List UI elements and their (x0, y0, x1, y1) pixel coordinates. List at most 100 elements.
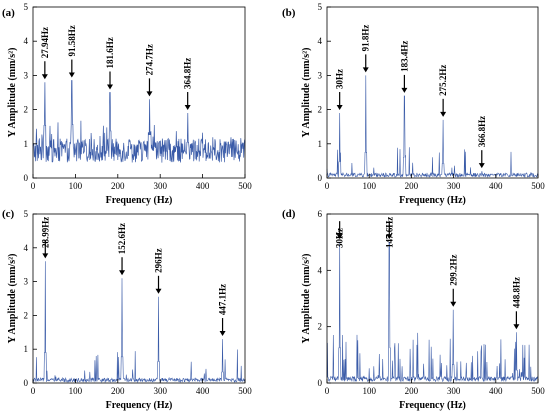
x-tick-label: 500 (531, 386, 545, 396)
y-axis-title: Y Amplitude (mm/s²) (301, 48, 312, 138)
x-tick-label: 100 (69, 181, 83, 191)
panel-label: (a) (2, 7, 15, 19)
annotation-label: 181.6Hz (105, 37, 115, 68)
x-tick-label: 0 (31, 181, 36, 191)
annotation-label: 274.7Hz (144, 44, 154, 75)
x-axis-title: Frequency (Hz) (399, 400, 466, 411)
x-tick-label: 200 (111, 386, 125, 396)
y-tick-label: 1 (318, 139, 323, 149)
annotation-label: 91.8Hz (361, 25, 371, 52)
x-tick-label: 0 (325, 386, 330, 396)
annotation-arrow-head (184, 105, 191, 111)
chart-panel-4: 0 100 200 300 400 500 0 2 4 6 Frequency (Hz) Y Ampl… (282, 208, 545, 411)
x-axis-title: Frequency (Hz) (399, 195, 466, 206)
annotation-label: 28.99Hz (40, 217, 50, 248)
x-tick-label: 0 (31, 386, 36, 396)
x-tick-label: 0 (325, 181, 330, 191)
annotation-label: 299.2Hz (448, 255, 458, 286)
plot-frame (326, 213, 539, 384)
annotation-label: 366.8Hz (477, 116, 487, 147)
annotation-arrow-head (146, 91, 153, 97)
x-tick-label: 500 (531, 181, 545, 191)
panel-label: (b) (282, 7, 296, 19)
annotation-label: 152.6Hz (117, 223, 127, 254)
x-tick-label: 300 (447, 181, 461, 191)
annotation-label: 364.8Hz (183, 58, 193, 89)
annotation-label: 447.1Hz (218, 284, 228, 315)
annotation-arrow-head (42, 253, 49, 259)
x-tick-label: 500 (238, 386, 252, 396)
y-axis-title: Y Amplitude (mm/s²) (301, 254, 312, 344)
annotation-label: 27.94Hz (40, 27, 50, 58)
y-axis-title: Y Amplitude (mm/s²) (7, 48, 18, 138)
x-tick-label: 400 (489, 386, 503, 396)
y-tick-label: 4 (318, 36, 323, 46)
y-tick-label: 1 (24, 139, 29, 149)
annotation-arrow-head (513, 324, 520, 330)
y-tick-label: 5 (24, 2, 29, 12)
annotation-arrow-head (336, 105, 343, 111)
y-axis-title: Y Amplitude (mm/s²) (7, 254, 18, 344)
x-tick-label: 200 (111, 181, 125, 191)
x-axis-title: Frequency (Hz) (106, 195, 173, 206)
y-tick-label: 4 (318, 265, 323, 275)
series-line (326, 241, 539, 383)
panel-label: (d) (282, 208, 296, 220)
y-tick-label: 5 (24, 209, 29, 219)
y-tick-label: 0 (318, 378, 323, 388)
annotation-arrow-head (41, 74, 48, 80)
annotation-arrow-head (155, 288, 162, 294)
x-tick-label: 200 (405, 386, 419, 396)
annotation-label: 30Hz (335, 228, 345, 248)
annotation-label: 30Hz (335, 69, 345, 89)
y-tick-label: 0 (24, 173, 29, 183)
y-tick-label: 6 (318, 209, 323, 219)
annotation-arrow-head (68, 72, 75, 78)
y-tick-label: 0 (24, 378, 29, 388)
y-tick-label: 2 (318, 322, 323, 332)
annotation-arrow-head (106, 84, 113, 90)
annotation-label: 296Hz (154, 248, 164, 273)
y-tick-label: 1 (24, 344, 29, 354)
chart-panel-1: 0 100 200 300 400 500 0 1 2 3 4 5 Frequency (Hz) Y Am… (2, 2, 252, 206)
x-tick-label: 100 (69, 386, 83, 396)
y-tick-label: 2 (318, 105, 323, 115)
annotation-label: 147.6Hz (384, 217, 394, 248)
x-tick-label: 400 (196, 181, 210, 191)
plot-frame (32, 6, 246, 179)
annotation-arrow-head (362, 67, 369, 73)
annotation-label: 91.58Hz (67, 25, 77, 56)
plot-frame (32, 213, 246, 384)
annotation-arrow-head (119, 270, 126, 276)
y-tick-label: 3 (24, 277, 29, 287)
annotation-label: 448.8Hz (511, 277, 521, 308)
annotation-arrow-head (440, 111, 447, 117)
plot-frame (326, 6, 539, 179)
x-axis-title: Frequency (Hz) (106, 400, 173, 411)
series-line (32, 80, 246, 163)
x-tick-label: 200 (405, 181, 419, 191)
y-tick-label: 0 (318, 173, 323, 183)
y-tick-label: 4 (24, 36, 29, 46)
y-tick-label: 5 (318, 2, 323, 12)
x-tick-label: 300 (447, 386, 461, 396)
x-tick-label: 400 (196, 386, 210, 396)
x-tick-label: 400 (489, 181, 503, 191)
series-line (326, 75, 539, 178)
series-line (32, 261, 246, 384)
x-tick-label: 300 (153, 181, 167, 191)
y-tick-label: 4 (24, 243, 29, 253)
annotation-arrow-head (401, 87, 408, 93)
annotation-arrow-head (219, 331, 226, 337)
annotation-arrow-head (386, 234, 393, 240)
panel-label: (c) (2, 208, 15, 220)
annotation-arrow-head (450, 301, 457, 307)
x-tick-label: 500 (238, 181, 252, 191)
x-tick-label: 300 (153, 386, 167, 396)
chart-panel-2: 0 100 200 300 400 500 0 1 2 3 4 5 Frequency (Hz) Y Am… (282, 2, 545, 206)
annotation-arrow-head (478, 163, 485, 169)
y-tick-label: 3 (24, 70, 29, 80)
annotation-label: 183.4Hz (399, 41, 409, 72)
annotation-arrow-head (336, 234, 343, 240)
